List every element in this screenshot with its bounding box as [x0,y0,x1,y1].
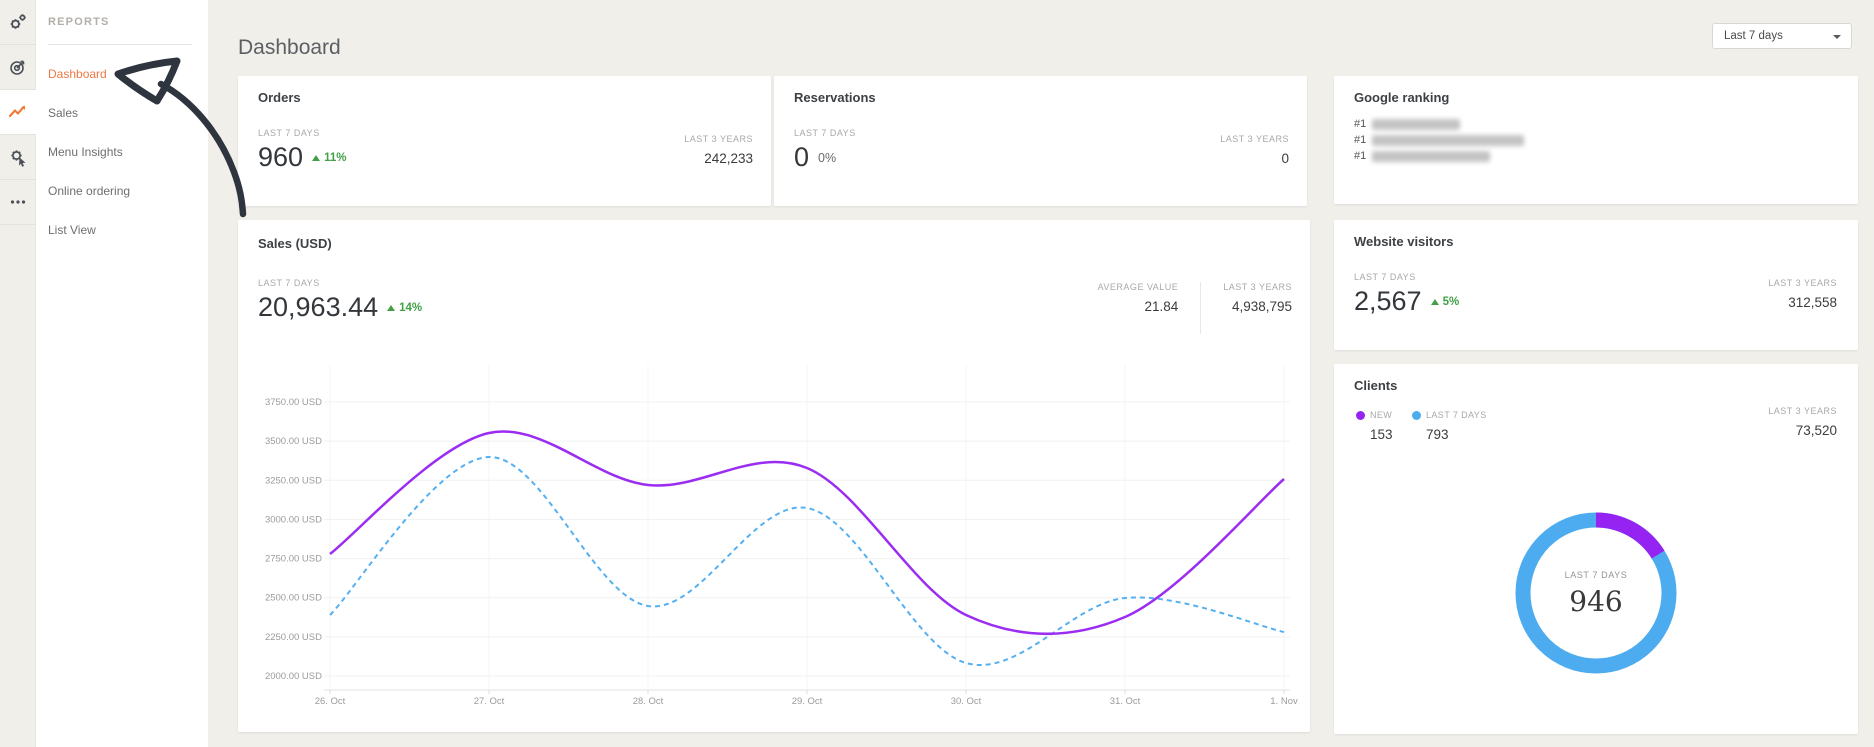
google-ranking-card: Google ranking #1 #1 #1 [1334,76,1858,204]
reservations-value: 0 [794,142,809,173]
svg-text:30. Oct: 30. Oct [951,696,982,707]
page-title: Dashboard [238,36,341,60]
arrow-up-icon [312,155,320,161]
visitors-value: 2,567 [1354,286,1422,317]
main-content: Dashboard Last 7 days Orders LAST 7 DAYS… [208,0,1874,747]
rail-item-automation[interactable] [0,135,36,180]
automation-gear-pointer-icon [7,146,29,168]
clients-card: Clients NEW 153 LAST 7 DAYS 793 LAST 3 Y… [1334,364,1858,734]
svg-text:31. Oct: 31. Oct [1110,696,1141,707]
donut-center-value: 946 [1496,585,1696,618]
target-goal-icon [7,56,29,78]
kpi-period-label: LAST 7 DAYS [1354,272,1416,282]
sales-card: Sales (USD) LAST 7 DAYS 20,963.44 14% AV… [238,220,1310,732]
sidebar-section-title: REPORTS [48,14,192,28]
svg-text:2000.00 USD: 2000.00 USD [265,671,322,682]
sidebar-item-online-ordering[interactable]: Online ordering [48,172,192,211]
settings-gears-icon [7,11,29,33]
website-visitors-card: Website visitors LAST 7 DAYS 2,567 5% LA… [1334,220,1858,350]
svg-text:3500.00 USD: 3500.00 USD [265,436,322,447]
rail-item-settings[interactable] [0,0,36,45]
sales-line-chart: 26. Oct 27. Oct 28. Oct 29. Oct 30. Oct 31. O… [238,220,1310,732]
svg-text:3000.00 USD: 3000.00 USD [265,514,322,525]
ranking-row: #1 [1354,118,1460,130]
icon-rail [0,0,36,747]
svg-text:2750.00 USD: 2750.00 USD [265,554,322,565]
clients-donut-chart [1334,364,1858,734]
svg-text:26. Oct: 26. Oct [315,696,346,707]
rail-item-reports[interactable] [0,90,36,135]
svg-text:2250.00 USD: 2250.00 USD [265,632,322,643]
svg-text:3250.00 USD: 3250.00 USD [265,475,322,486]
donut-center-label: LAST 7 DAYS [1496,570,1696,580]
period-dropdown-value: Last 7 days [1724,30,1783,42]
redacted-keyword [1372,119,1460,130]
card-title: Orders [258,90,301,105]
sidebar-divider [48,44,192,45]
ranking-row: #1 [1354,150,1490,162]
sidebar-item-sales[interactable]: Sales [48,94,192,133]
visitors-last3years-stat: LAST 3 YEARS 312,558 [1746,278,1837,330]
orders-card: Orders LAST 7 DAYS 960 11% LAST 3 YEARS … [238,76,771,206]
svg-text:27. Oct: 27. Oct [474,696,505,707]
reports-chart-icon [7,101,29,123]
kpi-period-label: LAST 7 DAYS [794,128,856,138]
reservations-change: 0% [818,151,836,165]
sidebar: REPORTS Dashboard Sales Menu Insights On… [36,0,208,747]
card-title: Reservations [794,90,876,105]
rail-item-goals[interactable] [0,45,36,90]
chevron-down-icon [1833,35,1841,39]
visitors-change: 5% [1431,296,1460,308]
ranking-row: #1 [1354,134,1524,146]
orders-change: 11% [312,152,346,164]
period-dropdown[interactable]: Last 7 days [1712,23,1852,49]
dashboard-app: REPORTS Dashboard Sales Menu Insights On… [0,0,1874,747]
more-options-dots-icon [7,191,29,213]
orders-last3years-stat: LAST 3 YEARS 242,233 [662,134,753,186]
rail-item-more[interactable] [0,180,36,225]
card-title: Google ranking [1354,90,1449,105]
orders-value: 960 [258,142,303,173]
arrow-up-icon [1431,299,1439,305]
kpi-period-label: LAST 7 DAYS [258,128,320,138]
svg-text:3750.00 USD: 3750.00 USD [265,397,322,408]
svg-text:28. Oct: 28. Oct [633,696,664,707]
reservations-last3years-stat: LAST 3 YEARS 0 [1198,134,1289,186]
sidebar-item-dashboard[interactable]: Dashboard [48,55,192,94]
svg-text:1. Nov: 1. Nov [1270,696,1298,707]
reservations-card: Reservations LAST 7 DAYS 0 0% LAST 3 YEA… [774,76,1307,206]
sidebar-item-menu-insights[interactable]: Menu Insights [48,133,192,172]
redacted-keyword [1372,151,1490,162]
svg-text:29. Oct: 29. Oct [792,696,823,707]
svg-text:2500.00 USD: 2500.00 USD [265,593,322,604]
sidebar-item-list-view[interactable]: List View [48,211,192,250]
sidebar-nav: Dashboard Sales Menu Insights Online ord… [48,55,192,250]
redacted-keyword [1372,135,1524,146]
card-title: Website visitors [1354,234,1453,249]
